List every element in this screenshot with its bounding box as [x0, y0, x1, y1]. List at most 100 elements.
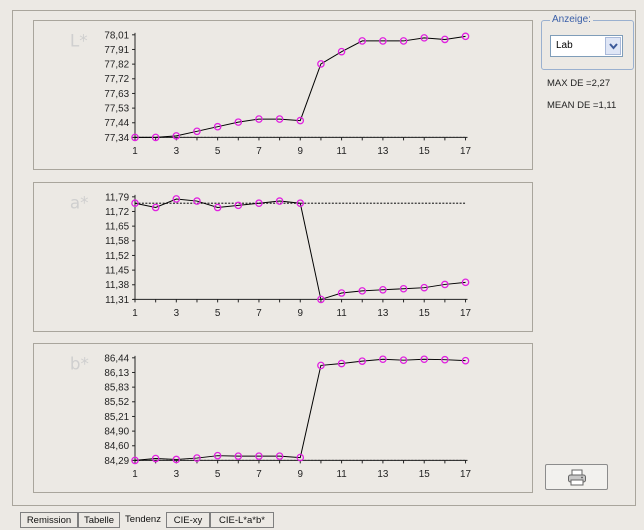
display-mode-value: Lab [556, 40, 573, 51]
y-tick-label: 85,21 [104, 412, 129, 423]
y-tick-label: 77,63 [104, 89, 129, 100]
printer-icon [568, 469, 586, 486]
y-tick-label: 77,53 [104, 104, 129, 115]
tab-tabelle[interactable]: Tabelle [78, 512, 120, 528]
x-tick-label: 11 [336, 469, 346, 480]
data-point [213, 451, 222, 460]
series-line [135, 35, 466, 138]
data-point [379, 37, 387, 45]
data-point [337, 359, 346, 368]
x-tick-label: 13 [377, 308, 388, 319]
data-point [193, 127, 201, 136]
data-point [255, 115, 263, 123]
x-tick-label: 7 [256, 469, 261, 480]
data-point [151, 133, 160, 142]
data-point [317, 60, 325, 68]
y-tick-label: 11,58 [105, 236, 129, 247]
data-point [275, 197, 284, 205]
data-point [358, 37, 367, 45]
x-tick-label: 7 [256, 308, 261, 319]
x-tick-label: 3 [174, 308, 180, 319]
chart-panel-b: b* 86,44 86,13 85,83 85,52 85,21 84,90 84,60 84,… [33, 343, 533, 493]
data-point [399, 284, 408, 293]
y-tick-label: 86,44 [104, 353, 129, 364]
data-point [296, 116, 305, 125]
data-point [420, 283, 429, 292]
x-tick-label: 11 [336, 146, 346, 157]
x-tick-label: 17 [460, 308, 471, 319]
x-tick-label: 1 [132, 146, 137, 157]
y-tick-label: 11,72 [105, 207, 129, 218]
data-point [193, 197, 201, 205]
data-point [172, 132, 181, 140]
x-tick-label: 15 [419, 469, 430, 480]
data-point [275, 452, 284, 460]
data-point [441, 280, 449, 289]
x-tick-label: 3 [174, 146, 180, 157]
data-point [379, 355, 387, 364]
data-point [317, 295, 325, 304]
series-line [134, 358, 466, 461]
display-groupbox: Anzeige: Lab [541, 14, 634, 70]
data-point [234, 452, 243, 460]
data-point [296, 453, 305, 462]
x-tick-label: 5 [215, 146, 221, 157]
x-tick-label: 7 [256, 146, 261, 157]
data-point [441, 35, 449, 44]
data-point [131, 133, 139, 142]
data-point [399, 37, 408, 45]
x-tick-label: 17 [460, 469, 471, 480]
dropdown-button[interactable] [605, 37, 621, 55]
data-point [213, 122, 222, 131]
y-tick-label: 78,01 [104, 30, 129, 41]
tab-tendenz[interactable]: Tendenz [120, 512, 166, 528]
data-point [317, 361, 325, 370]
x-tick-label: 1 [132, 308, 137, 319]
data-point [193, 454, 201, 462]
data-point [420, 34, 429, 42]
x-tick-label: 13 [377, 469, 388, 480]
y-tick-label: 77,91 [104, 45, 129, 56]
x-tick-label: 15 [419, 146, 430, 157]
tab-cie-xy[interactable]: CIE-xy [166, 512, 210, 528]
y-tick-label: 85,83 [104, 383, 129, 394]
y-tick-label: 77,44 [104, 118, 129, 129]
x-tick-label: 9 [298, 469, 304, 480]
x-tick-label: 5 [215, 308, 221, 319]
y-tick-label: 11,65 [105, 222, 129, 233]
x-tick-label: 1 [132, 469, 137, 480]
data-point [151, 454, 160, 463]
chevron-down-icon [609, 43, 618, 50]
data-point [461, 356, 470, 365]
chart-a-svg: a* 11,79 11,72 11,65 11,58 11,52 11,45 11,38 11,… [70, 192, 471, 319]
data-point [337, 47, 346, 56]
chart-l-svg: L* 78,01 77,91 77,82 77,72 77,63 77,53 77,44 77,… [70, 30, 471, 157]
display-legend: Anzeige: [550, 14, 593, 25]
data-point [420, 355, 429, 364]
series-line [134, 198, 466, 301]
tab-remission[interactable]: Remission [20, 512, 78, 528]
chart-b-svg: b* 86,44 86,13 85,83 85,52 85,21 84,90 84,60 84,… [70, 353, 471, 480]
chart-panel-l: L* 78,01 77,91 77,82 77,72 77,63 77,53 77,44 77,… [33, 20, 533, 170]
x-tick-label: 5 [215, 469, 221, 480]
data-point [399, 356, 408, 364]
chart-a-axis-name: a* [70, 193, 89, 213]
y-tick-label: 11,31 [105, 295, 129, 306]
chart-panel-a: a* 11,79 11,72 11,65 11,58 11,52 11,45 11,38 11,… [33, 182, 533, 332]
data-point [172, 195, 181, 203]
data-point [213, 203, 222, 212]
y-tick-label: 86,13 [104, 368, 129, 379]
data-point [461, 32, 470, 41]
x-tick-label: 11 [336, 308, 346, 319]
x-tick-label: 9 [298, 308, 304, 319]
y-tick-label: 85,52 [104, 397, 129, 408]
y-tick-label: 77,34 [104, 133, 129, 144]
tab-cie-l-a-b[interactable]: CIE-L*a*b* [210, 512, 274, 528]
print-button[interactable] [545, 464, 608, 490]
data-point [461, 278, 470, 287]
data-point [296, 199, 305, 208]
display-mode-select[interactable]: Lab [550, 35, 623, 57]
data-point [131, 199, 139, 208]
x-tick-label: 3 [174, 469, 180, 480]
